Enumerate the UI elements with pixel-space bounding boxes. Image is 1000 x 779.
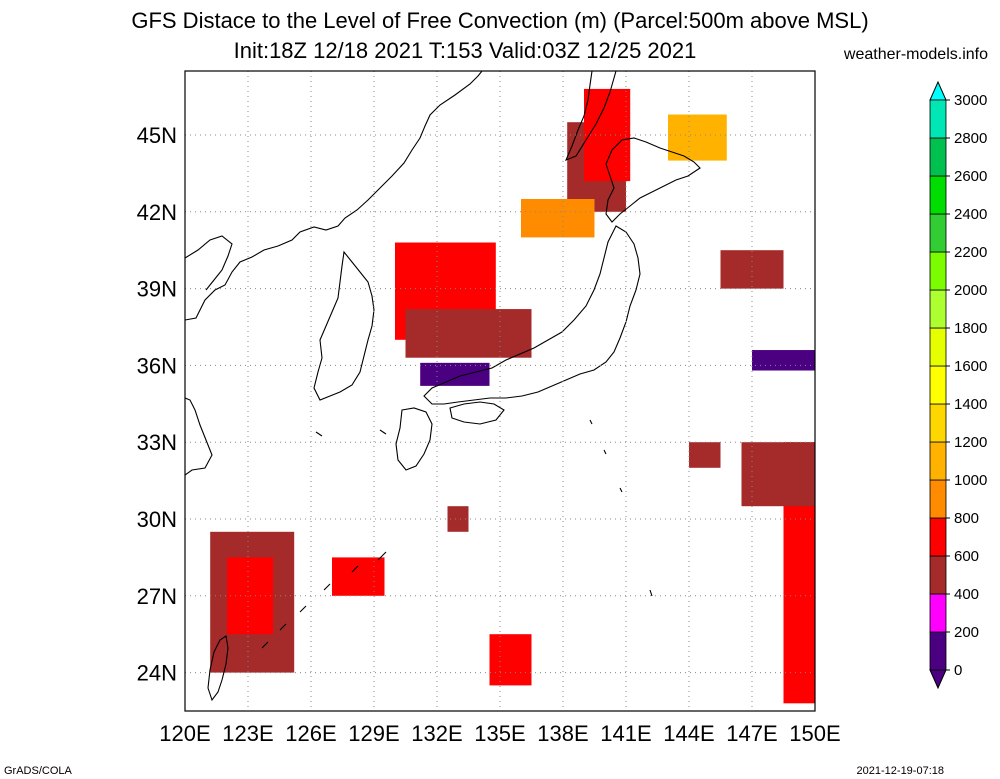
- coastline-hokkaido: [605, 137, 701, 223]
- lat-tick-label: 36N: [137, 353, 177, 378]
- colorbar-swatch: [929, 403, 947, 443]
- colorbar-swatch: [929, 631, 947, 671]
- lat-tick-label: 42N: [137, 200, 177, 225]
- colorbar-cap-high: [929, 80, 947, 101]
- field-region-sea-of-japan-brown: [405, 309, 532, 358]
- colorbar-label: 2800: [954, 130, 987, 147]
- site-credit[interactable]: weather-models.info: [843, 46, 988, 63]
- colorbar-label: 2400: [954, 206, 987, 223]
- colorbar-swatch: [929, 365, 947, 405]
- lon-tick-label: 120E: [159, 721, 210, 746]
- colorbar-label: 600: [954, 548, 979, 565]
- coastline-sakhalin: [564, 71, 617, 162]
- lon-tick-label: 129E: [348, 721, 399, 746]
- colorbar-label: 200: [954, 624, 979, 641]
- lat-tick-label: 33N: [137, 430, 177, 455]
- lat-tick-label: 24N: [137, 661, 177, 686]
- colorbar-swatch: [929, 99, 947, 139]
- lat-tick-label: 39N: [137, 277, 177, 302]
- coastline-korea: [313, 250, 375, 401]
- field-region-east-purple: [752, 350, 815, 371]
- map-border: [184, 70, 816, 712]
- coastline-honshu: [423, 225, 641, 405]
- colorbar-label: 2600: [954, 168, 987, 185]
- footer-credit: GrADS/COLA: [4, 765, 72, 777]
- field-region-kyushu-south-brown: [447, 506, 469, 532]
- colorbar-swatch: [929, 479, 947, 519]
- field-region-mid-pacific-brown: [689, 442, 721, 468]
- colorbar-label: 1600: [954, 358, 987, 375]
- lon-tick-label: 141E: [600, 721, 651, 746]
- coastline-bohai: [185, 235, 233, 291]
- colorbar-swatch: [929, 251, 947, 291]
- field-region-sea-of-japan-orange: [521, 199, 595, 238]
- lon-tick-label: 123E: [222, 721, 273, 746]
- field-region-east-china-sea-red: [332, 557, 385, 596]
- lon-tick-label: 132E: [411, 721, 462, 746]
- lon-tick-label: 150E: [789, 721, 840, 746]
- coastline-kyushu: [395, 407, 433, 471]
- coastlines: [185, 71, 701, 702]
- colorbar-label: 800: [954, 510, 979, 527]
- field-region-okhotsk-orange: [668, 114, 727, 161]
- coastline-mainland: [185, 71, 483, 476]
- colorbar-label: 1800: [954, 320, 987, 337]
- lon-tick-label: 147E: [726, 721, 777, 746]
- lat-tick-label: 45N: [137, 123, 177, 148]
- field-shading: [210, 88, 815, 704]
- colorbar-label: 1200: [954, 434, 987, 451]
- lat-tick-label: 27N: [137, 584, 177, 609]
- lon-tick-label: 135E: [474, 721, 525, 746]
- colorbar-swatch: [929, 289, 947, 329]
- colorbar: 0 200 400 600 800 1000 1200 1400 1600 1800 2000 220…: [929, 80, 987, 690]
- colorbar-swatch: [929, 441, 947, 481]
- map-subtitle: Init:18Z 12/18 2021 T:153 Valid:03Z 12/2…: [233, 38, 697, 63]
- colorbar-swatch: [929, 517, 947, 557]
- colorbar-label: 1000: [954, 472, 987, 489]
- field-region-ryukyu-red: [489, 634, 532, 686]
- coastline-ryukyu: [261, 551, 387, 649]
- colorbar-swatch: [929, 555, 947, 595]
- colorbar-swatch: [929, 593, 947, 633]
- colorbar-label: 2200: [954, 244, 987, 261]
- colorbar-label: 2000: [954, 282, 987, 299]
- colorbar-swatch: [929, 327, 947, 367]
- colorbar-label: 0: [954, 662, 962, 679]
- coastline-shikoku: [449, 401, 505, 425]
- field-region-east-edge-brown: [741, 442, 815, 507]
- coastline-taiwan: [207, 635, 229, 702]
- lat-tick-label: 30N: [137, 507, 177, 532]
- colorbar-swatch: [929, 137, 947, 177]
- footer-timestamp: 2021-12-19-07:18: [856, 765, 944, 777]
- field-region-honshu-purple: [420, 362, 490, 386]
- coastline-islands: [315, 419, 653, 597]
- colorbar-swatch: [929, 213, 947, 253]
- colorbar-swatch: [929, 175, 947, 215]
- lon-tick-label: 126E: [285, 721, 336, 746]
- colorbar-cap-low: [929, 669, 947, 690]
- lon-tick-label: 138E: [537, 721, 588, 746]
- colorbar-label: 400: [954, 586, 979, 603]
- axis-labels: 120E 123E 126E 129E 132E 135E 138E 141E 144E 147E…: [137, 123, 841, 746]
- lon-tick-label: 144E: [663, 721, 714, 746]
- map-title: GFS Distace to the Level of Free Convect…: [131, 8, 869, 33]
- field-region-east-pacific-brown: [720, 250, 784, 289]
- colorbar-label: 1400: [954, 396, 987, 413]
- colorbar-label: 3000: [954, 92, 987, 109]
